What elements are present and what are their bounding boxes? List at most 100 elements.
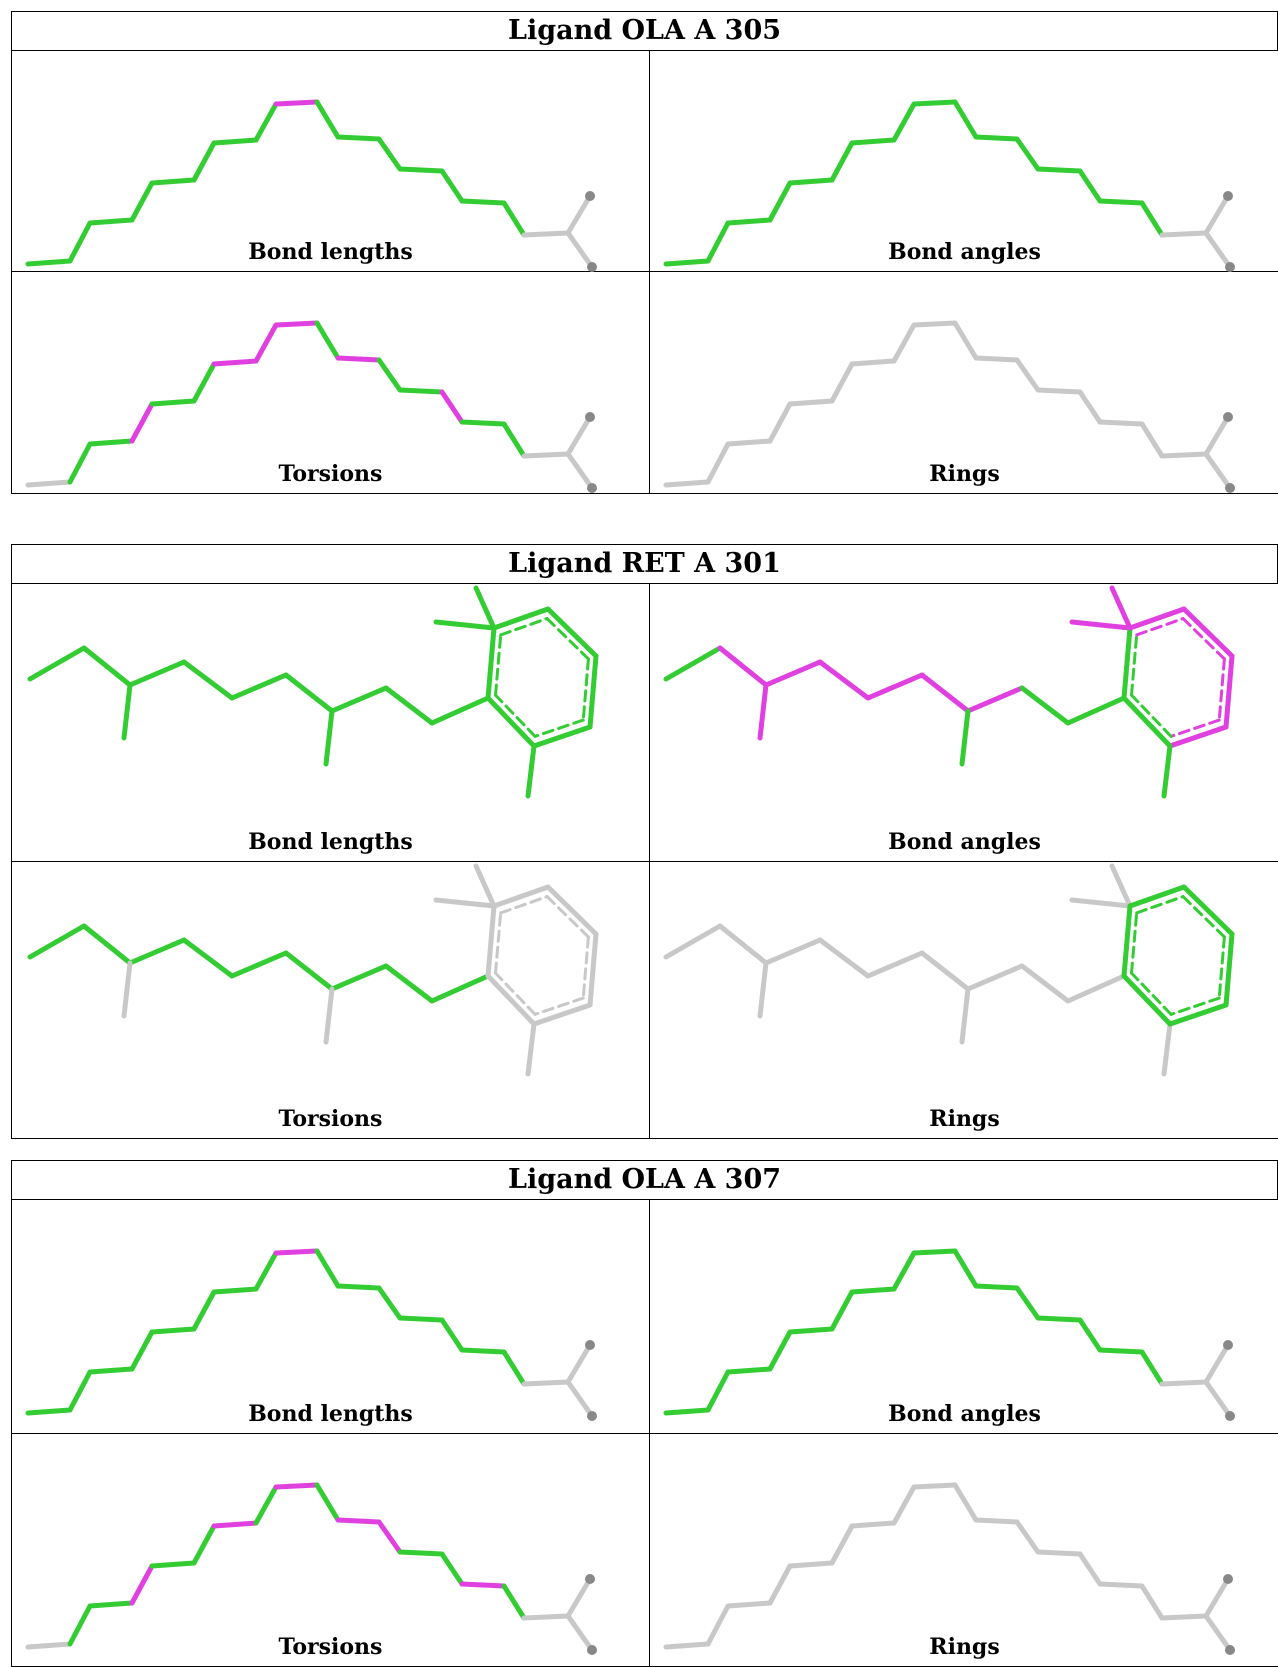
molecule-view — [27, 585, 599, 799]
chain-bond — [181, 659, 235, 701]
chain-bond — [663, 479, 711, 488]
chain-bond — [521, 230, 571, 238]
molecule-view — [663, 1248, 1235, 1421]
molecule-structure — [25, 320, 597, 493]
ring-bond — [1223, 931, 1235, 1008]
molecule-view — [663, 863, 1235, 1077]
chain-bond — [1139, 1583, 1165, 1621]
chain-bond — [314, 99, 341, 140]
chain-bond — [273, 320, 320, 328]
chain-bond — [705, 1369, 731, 1413]
chain-bond — [1159, 451, 1209, 459]
molecule-view — [663, 585, 1235, 799]
chain-bond — [501, 421, 527, 459]
molecule-view — [25, 1248, 597, 1421]
chain-bond — [767, 1329, 793, 1372]
methyl-bond — [473, 585, 497, 631]
ring-aromatic-bond — [1169, 718, 1221, 738]
panel-caption: Rings — [929, 1106, 1000, 1132]
carboxyl-bond — [565, 1379, 595, 1419]
chain-bond — [1077, 1317, 1103, 1353]
molecule-view — [663, 320, 1235, 493]
chain-bond — [663, 1407, 711, 1416]
panel-caption: Bond lengths — [248, 1401, 413, 1427]
chain-bond — [663, 923, 723, 960]
chain-bond — [705, 220, 731, 264]
chain-bond — [383, 963, 435, 1004]
ring-aromatic-bond — [1217, 935, 1226, 1000]
chain-bond — [129, 1329, 155, 1372]
chain-bond — [439, 168, 465, 204]
methyl-bond — [121, 960, 133, 1019]
chain-bond — [767, 1563, 793, 1606]
chain-bond — [459, 419, 507, 427]
chain-bond — [67, 1603, 93, 1647]
ring-aromatic-bond — [1135, 895, 1185, 915]
chain-bond — [763, 659, 823, 688]
ring-bond — [531, 724, 593, 749]
chain-bond — [1014, 357, 1041, 393]
ring-aromatic-bond — [494, 911, 503, 975]
chain-bond — [521, 1613, 571, 1621]
ring-bond — [545, 884, 599, 937]
chain-bond — [376, 1285, 403, 1321]
molecule-structure — [25, 1482, 597, 1655]
molecule-view — [663, 99, 1235, 272]
molecule-view — [25, 320, 597, 493]
chain-bond — [501, 1349, 527, 1387]
panel-caption: Bond angles — [888, 239, 1041, 265]
chain-bond — [952, 1482, 979, 1523]
panel-caption: Bond lengths — [248, 829, 413, 855]
chain-bond — [81, 645, 133, 688]
ring-aromatic-bond — [1130, 633, 1139, 697]
chain-bond — [149, 1560, 197, 1569]
chain-bond — [705, 441, 731, 485]
chain-bond — [1035, 166, 1083, 174]
panel-bond-lengths: Bond lengths — [12, 51, 650, 272]
chain-bond — [211, 358, 259, 367]
chain-bond — [1014, 1519, 1041, 1555]
chain-bond — [973, 355, 1020, 363]
chain-bond — [149, 398, 197, 407]
methyl-bond — [433, 619, 497, 631]
panel-caption: Torsions — [278, 461, 383, 487]
methyl-bond — [473, 863, 497, 909]
chain-bond — [211, 1520, 259, 1529]
chain-bond — [1065, 695, 1127, 726]
chain-bond — [87, 217, 135, 226]
chain-bond — [439, 1551, 465, 1587]
methyl-bond — [525, 743, 537, 799]
ring-bond — [531, 1002, 593, 1027]
chain-bond — [283, 672, 335, 714]
oxygen-atom — [1225, 1645, 1235, 1655]
chain-bond — [439, 389, 465, 425]
panel-caption: Torsions — [278, 1106, 383, 1132]
ring-aromatic-bond — [1130, 971, 1173, 1016]
chain-bond — [952, 320, 979, 361]
ring-bond — [485, 625, 497, 701]
chain-bond — [829, 140, 855, 183]
ligand-table-1: Ligand OLA A 305 Bond lengths Bond angle… — [11, 11, 1278, 494]
ring-aromatic-bond — [581, 657, 590, 722]
oxygen-atom — [585, 1574, 595, 1584]
panel-caption: Bond angles — [888, 1401, 1041, 1427]
chain-bond — [87, 438, 135, 447]
chain-bond — [1077, 168, 1103, 204]
chain-bond — [891, 101, 917, 143]
chain-bond — [865, 950, 925, 979]
oxygen-atom — [585, 412, 595, 422]
ring-aromatic-bond — [581, 935, 590, 1000]
chain-bond — [965, 963, 1025, 992]
ligand-table-3: Ligand OLA A 307 Bond lengths Bond angle… — [11, 1160, 1278, 1667]
panel-torsions: Torsions — [12, 862, 650, 1138]
ring-aromatic-bond — [1130, 911, 1139, 975]
chain-bond — [952, 99, 979, 140]
chain-bond — [329, 963, 389, 992]
ring-aromatic-bond — [1135, 617, 1185, 637]
chain-bond — [87, 1600, 135, 1609]
chain-bond — [314, 320, 341, 361]
chain-bond — [181, 937, 235, 979]
chain-bond — [211, 1286, 259, 1295]
ring-bond — [587, 653, 599, 730]
chain-bond — [787, 1560, 835, 1569]
